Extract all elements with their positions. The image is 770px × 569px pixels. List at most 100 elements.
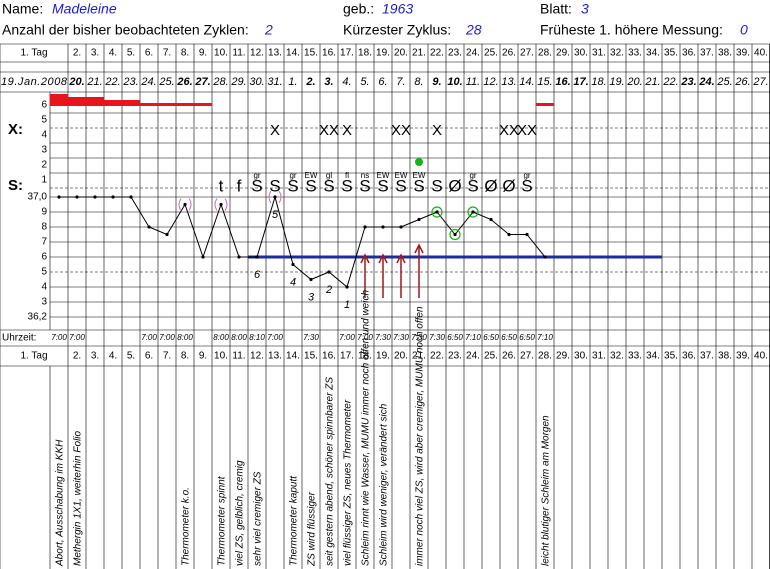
temperature-point xyxy=(543,255,547,259)
day-number: 13. xyxy=(268,351,282,362)
earliest: 0 xyxy=(740,22,748,38)
day-number: 4. xyxy=(109,48,117,59)
s-mark: S xyxy=(305,176,316,195)
temperature-point xyxy=(255,255,259,259)
bleeding-bar xyxy=(68,97,86,106)
day-number: 38. xyxy=(718,351,732,362)
s-mark: t xyxy=(219,176,224,195)
shortest-label: Kürzester Zyklus: xyxy=(343,22,451,38)
date: 22. xyxy=(104,76,120,88)
day-number: 10. xyxy=(214,351,228,362)
day-number: 33. xyxy=(628,351,642,362)
temperature-point xyxy=(75,195,79,199)
date: 21. xyxy=(644,76,660,88)
x-mark: X xyxy=(432,122,442,139)
y-tick-label: 6 xyxy=(41,252,47,263)
date: 24. xyxy=(698,76,714,88)
note: viel ZS, gelblich, cremig xyxy=(235,460,246,566)
day-number: 32. xyxy=(610,48,624,59)
temperature-point xyxy=(237,255,241,259)
day-number: 16. xyxy=(322,48,336,59)
x-mark: X xyxy=(342,122,352,139)
temperature-point xyxy=(471,210,475,214)
day-number: 1. Tag xyxy=(20,48,47,59)
temperature-point xyxy=(273,195,277,199)
day-number: 31. xyxy=(592,351,606,362)
peak-dot xyxy=(415,158,423,166)
y-tick-label: 5 xyxy=(41,267,47,278)
time: 7:30 xyxy=(429,333,445,342)
time: 7:00 xyxy=(141,333,157,342)
s-note: gr xyxy=(469,171,476,180)
arrow-head xyxy=(378,253,388,264)
temperature-point xyxy=(147,225,151,229)
temperature-point xyxy=(363,225,367,229)
day-number: 40. xyxy=(754,351,768,362)
date: 14. xyxy=(519,76,534,88)
note: sehr viel cremiger ZS xyxy=(253,471,264,566)
shortest: 28 xyxy=(465,22,482,38)
s-mark: S xyxy=(413,176,424,195)
note: Thermometer kaputt xyxy=(289,475,300,566)
sheet: 3 xyxy=(581,1,589,17)
day-number: 26. xyxy=(502,48,516,59)
day-number: 21. xyxy=(412,351,426,362)
s-mark: S xyxy=(269,176,280,195)
day-number: 37. xyxy=(700,351,714,362)
date: 13. xyxy=(501,76,516,88)
day-number: 3. xyxy=(91,351,99,362)
bleeding-bar xyxy=(158,103,176,106)
temperature-point xyxy=(219,202,223,207)
born: 1963 xyxy=(382,1,413,17)
note: Abort, Ausschabung im KKH xyxy=(55,439,66,567)
s-mark: S xyxy=(341,176,352,195)
time: 7:10 xyxy=(465,333,481,342)
bleeding-bar xyxy=(536,103,554,106)
day-number: 12. xyxy=(250,351,264,362)
count-label: 1 xyxy=(344,299,350,311)
count-label: 3 xyxy=(308,291,315,303)
cycles: 2 xyxy=(264,22,273,38)
date: 26. xyxy=(734,76,750,88)
time: 8:10 xyxy=(249,333,265,342)
note: ZS wird flüssiger xyxy=(307,491,318,567)
day-number: 35. xyxy=(664,351,678,362)
bleeding-bar xyxy=(50,94,68,106)
day-number: 39. xyxy=(736,48,750,59)
day-number: 20. xyxy=(394,48,408,59)
time: 6:50 xyxy=(447,333,463,342)
day-number: 15. xyxy=(304,351,318,362)
date: 3. xyxy=(324,76,333,88)
bleeding-bar xyxy=(104,100,122,106)
row-label: 5 xyxy=(41,115,47,126)
day-number: 12. xyxy=(250,48,264,59)
date: 10. xyxy=(447,76,462,88)
day-number: 1. Tag xyxy=(20,351,47,362)
day-number: 31. xyxy=(592,48,606,59)
s-note: EW xyxy=(395,171,408,180)
bleeding-bar xyxy=(122,100,140,106)
y-tick-label: 9 xyxy=(41,207,47,218)
date: 25. xyxy=(716,76,732,88)
time: 7:30 xyxy=(303,333,319,342)
day-number: 14. xyxy=(286,351,300,362)
arrow-head xyxy=(360,253,370,264)
earliest-label: Früheste 1. höhere Messung: xyxy=(540,22,723,38)
date: 8. xyxy=(414,76,423,88)
time: 7:00 xyxy=(69,333,85,342)
day-number: 10. xyxy=(214,48,228,59)
temperature-point xyxy=(183,202,187,207)
time: 6:50 xyxy=(483,333,499,342)
row-label: 3 xyxy=(41,145,47,156)
s-label: S: xyxy=(8,177,23,194)
day-number: 11. xyxy=(232,351,245,362)
row-label: 6 xyxy=(41,100,47,111)
time: 8:00 xyxy=(177,333,193,342)
y-tick-label: 3 xyxy=(41,297,47,308)
date: 27. xyxy=(752,76,768,88)
time: 8:00 xyxy=(213,333,229,342)
day-number: 21. xyxy=(412,48,426,59)
day-number: 18. xyxy=(358,351,372,362)
date: 16. xyxy=(555,76,570,88)
